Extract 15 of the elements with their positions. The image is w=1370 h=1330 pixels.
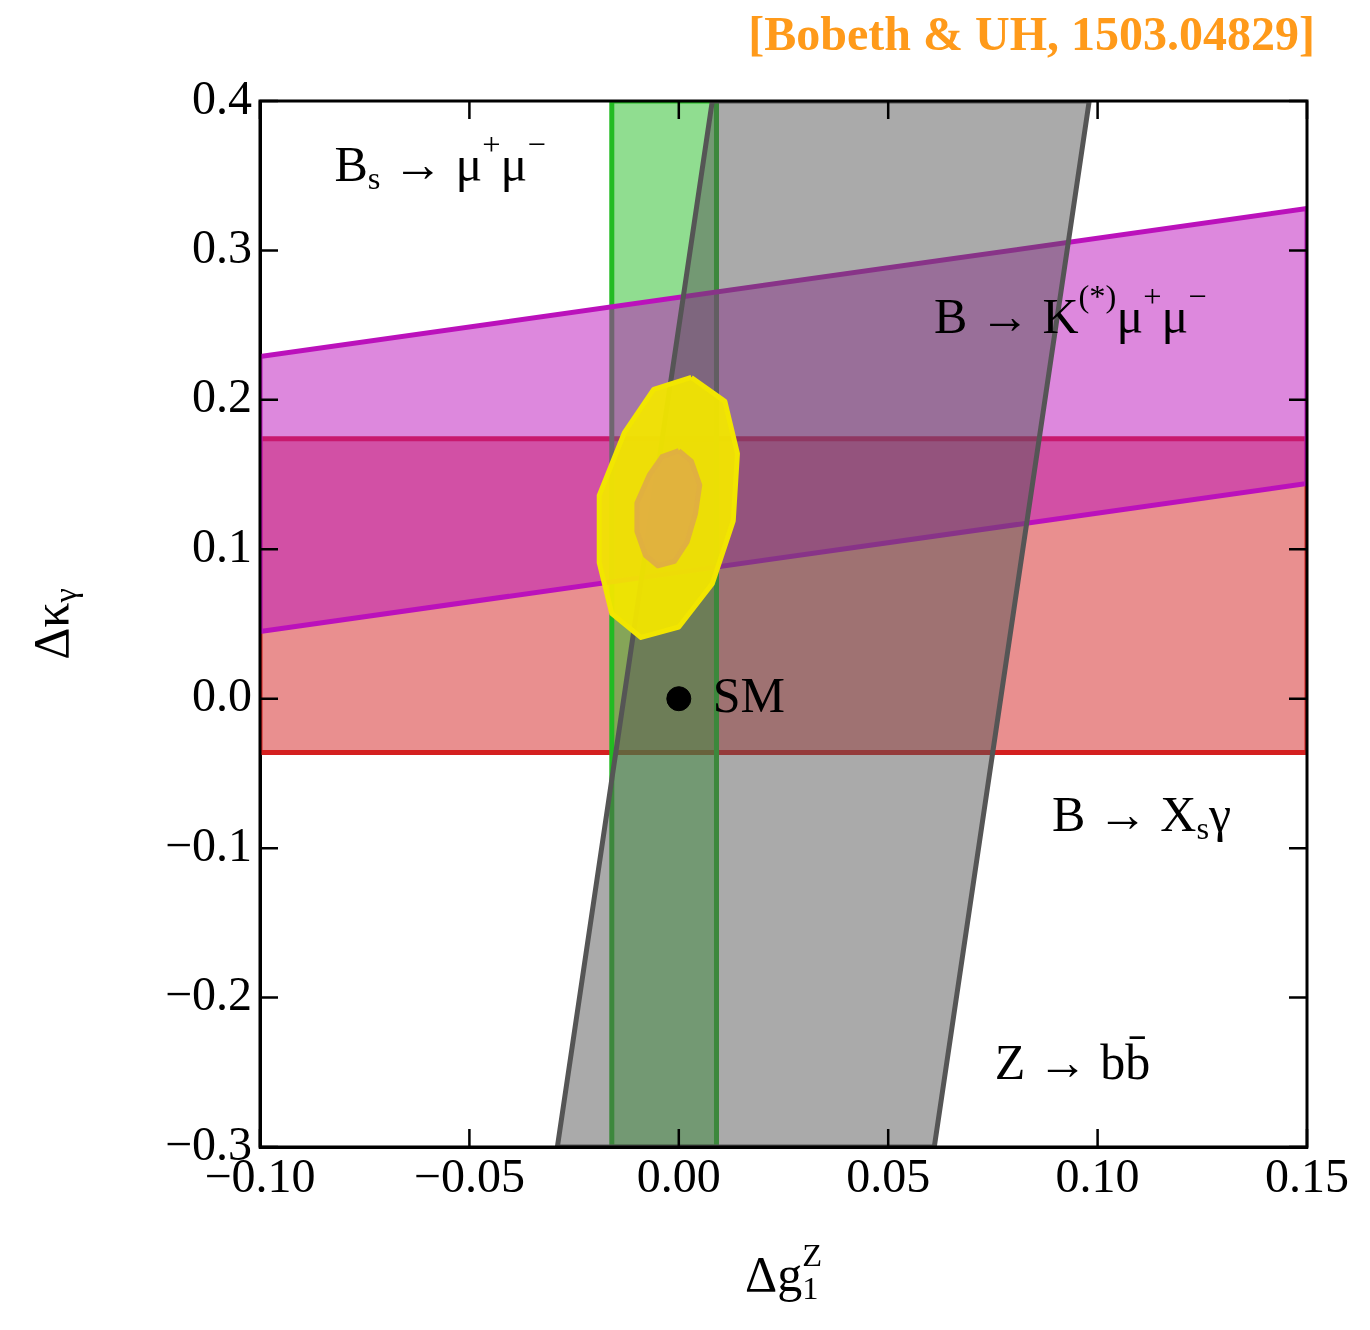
x-tick-label: 0.10 (1055, 1149, 1140, 1203)
y-tick-label: 0.0 (192, 668, 252, 722)
x-tick-label: 0.15 (1265, 1149, 1349, 1203)
x-tick-label: 0.00 (636, 1149, 721, 1203)
chart-title: [Bobeth & UH, 1503.04829] (748, 7, 1315, 61)
y-tick-label: 0.2 (192, 369, 252, 423)
y-axis-title: Δκγ (23, 588, 84, 660)
y-tick-label: 0.3 (192, 220, 252, 274)
x-tick-label: 0.05 (846, 1149, 931, 1203)
y-tick-label: −0.1 (164, 817, 252, 871)
x-tick-label: −0.05 (413, 1149, 525, 1203)
y-tick-label: 0.4 (192, 70, 252, 124)
y-tick-label: 0.1 (192, 518, 252, 572)
y-tick-label: −0.2 (164, 967, 252, 1021)
annotation: Z → bb̄ (994, 1033, 1151, 1090)
